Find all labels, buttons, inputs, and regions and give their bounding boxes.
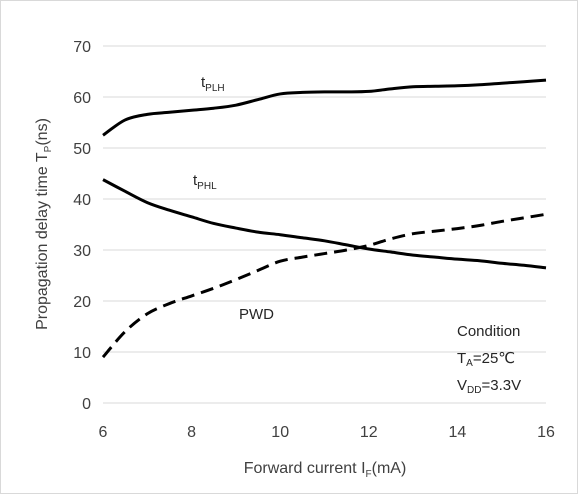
y-tick-label: 10 xyxy=(73,345,91,362)
series-line-tplh xyxy=(102,78,547,137)
y-tick-label: 50 xyxy=(73,141,91,158)
y-tick-label: 60 xyxy=(73,90,91,107)
series-line-tphl xyxy=(102,178,547,270)
x-tick-label: 16 xyxy=(537,424,555,441)
x-tick-label: 10 xyxy=(271,424,289,441)
condition-label: Condition xyxy=(457,323,520,340)
x-tick-label: 8 xyxy=(187,424,196,441)
grid-lines xyxy=(103,45,546,404)
y-axis-title: Propagation delay time TP(ns) xyxy=(34,118,54,330)
series-label-pwd: PWD xyxy=(239,306,274,323)
series-label-tphl: tPHL xyxy=(193,172,217,192)
y-tick-labels: 0 10 20 30 40 50 60 70 xyxy=(73,39,91,413)
series-label-tplh: tPLH xyxy=(201,74,225,94)
x-tick-label: 14 xyxy=(449,424,467,441)
y-tick-label: 40 xyxy=(73,192,91,209)
y-tick-label: 70 xyxy=(73,39,91,56)
condition-temperature: TA=25℃ xyxy=(457,350,515,369)
y-tick-label: 0 xyxy=(82,396,91,413)
x-tick-label: 6 xyxy=(99,424,108,441)
series-lines xyxy=(101,78,547,359)
series-line-pwd xyxy=(101,212,547,359)
x-axis-title: Forward current IF(mA) xyxy=(244,460,407,480)
y-tick-label: 20 xyxy=(73,294,91,311)
x-tick-label: 12 xyxy=(360,424,378,441)
condition-voltage: VDD=3.3V xyxy=(457,377,521,396)
x-tick-labels: 6 8 10 12 14 16 xyxy=(99,424,555,441)
y-tick-label: 30 xyxy=(73,243,91,260)
